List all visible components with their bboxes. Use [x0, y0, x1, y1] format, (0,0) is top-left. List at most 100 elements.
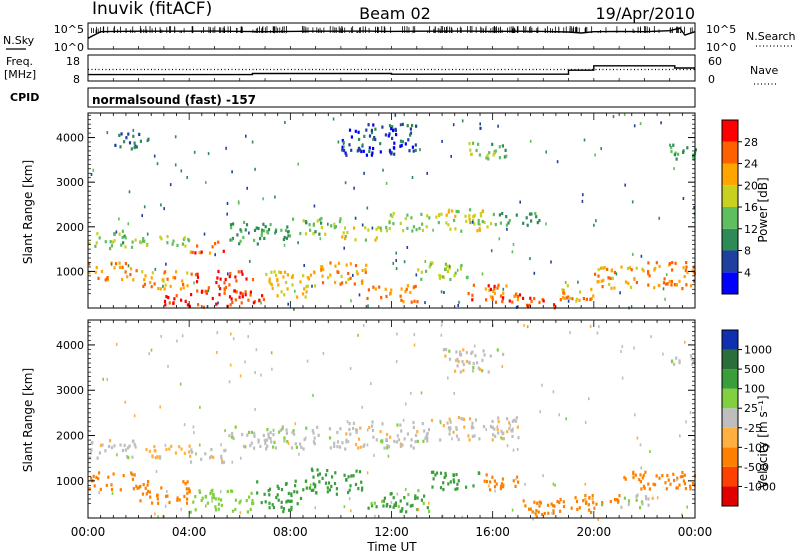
- data-cell: [312, 440, 315, 444]
- noise-cell: [512, 448, 515, 452]
- data-cell: [670, 279, 673, 284]
- noise-cell: [396, 332, 398, 336]
- data-cell: [487, 370, 490, 374]
- data-cell: [347, 475, 350, 479]
- data-cell: [574, 496, 577, 500]
- data-cell: [482, 349, 485, 353]
- data-cell: [399, 221, 402, 225]
- data-cell: [149, 280, 152, 285]
- data-cell: [454, 227, 457, 231]
- data-cell: [667, 478, 670, 482]
- data-cell: [129, 273, 132, 277]
- data-cell: [367, 228, 370, 232]
- noise-cell: [157, 515, 159, 519]
- data-cell: [522, 499, 525, 503]
- data-cell: [109, 439, 112, 443]
- data-cell: [118, 232, 121, 236]
- data-cell: [676, 476, 679, 480]
- data-cell: [459, 267, 462, 271]
- x-axis-label: Time UT: [366, 540, 417, 554]
- data-cell: [256, 242, 259, 246]
- data-cell: [528, 212, 532, 216]
- data-cell: [276, 484, 279, 488]
- data-cell: [204, 452, 207, 456]
- data-cell: [416, 300, 419, 304]
- noise-cell: [372, 138, 374, 141]
- data-cell: [689, 484, 692, 488]
- data-cell: [141, 270, 144, 274]
- noise-cell: [479, 126, 481, 130]
- data-cell: [212, 493, 215, 497]
- data-cell: [286, 440, 289, 444]
- noise-cell: [363, 171, 365, 175]
- noise-cell: [287, 442, 290, 445]
- data-cell: [550, 502, 553, 506]
- data-cell: [223, 291, 226, 295]
- noise-cell: [224, 429, 226, 433]
- data-cell: [327, 276, 330, 280]
- data-cell: [272, 506, 275, 510]
- data-cell: [89, 476, 93, 480]
- noise-cell: [297, 162, 299, 166]
- data-cell: [288, 234, 292, 238]
- nsky-tick-bottom: 10^0: [54, 41, 84, 54]
- data-cell: [93, 484, 96, 488]
- data-cell: [180, 447, 183, 451]
- data-cell: [484, 287, 487, 291]
- colorbar-tick-label: 28: [744, 136, 758, 149]
- data-cell: [403, 496, 406, 500]
- data-cell: [538, 219, 541, 223]
- data-cell: [121, 265, 124, 269]
- data-cell: [309, 228, 312, 232]
- data-cell: [304, 295, 307, 299]
- data-cell: [483, 220, 486, 224]
- data-cell: [642, 269, 645, 273]
- data-cell: [294, 479, 297, 483]
- data-cell: [341, 148, 344, 152]
- data-cell: [266, 444, 269, 448]
- data-cell: [528, 303, 531, 307]
- noise-cell: [322, 351, 325, 355]
- noise-cell: [497, 124, 499, 128]
- noise-cell: [220, 490, 222, 494]
- data-cell: [294, 484, 297, 488]
- data-cell: [190, 293, 193, 297]
- data-cell: [401, 507, 404, 511]
- data-cell: [603, 266, 606, 270]
- data-cell: [217, 284, 220, 288]
- data-cell: [517, 480, 520, 484]
- data-cell: [620, 505, 623, 509]
- data-cell: [179, 287, 182, 291]
- data-cell: [285, 500, 288, 504]
- data-cell: [343, 149, 346, 153]
- data-cell: [627, 502, 630, 506]
- data-cell: [189, 510, 192, 514]
- data-cell: [392, 146, 395, 150]
- data-cell: [276, 279, 279, 283]
- data-cell: [282, 510, 285, 514]
- data-cell: [460, 416, 463, 421]
- data-cell: [647, 270, 650, 274]
- noise-cell: [545, 222, 547, 226]
- data-cell: [446, 264, 449, 268]
- data-cell: [283, 439, 286, 443]
- data-cell: [396, 434, 399, 438]
- noise-cell: [164, 443, 167, 447]
- data-cell: [689, 354, 693, 358]
- power-colorbar-label: Power [dB]: [756, 177, 770, 242]
- noise-cell: [306, 359, 309, 363]
- noise-cell: [440, 290, 443, 294]
- data-cell: [246, 510, 249, 514]
- data-cell: [287, 491, 290, 495]
- data-cell: [280, 505, 283, 509]
- noise-cell: [533, 271, 536, 275]
- data-cell: [439, 486, 443, 490]
- data-cell: [654, 266, 657, 270]
- data-cell: [249, 290, 252, 294]
- data-cell: [594, 272, 597, 276]
- noise-cell: [226, 202, 229, 205]
- data-cell: [414, 440, 417, 444]
- noise-cell: [441, 139, 443, 143]
- data-cell: [320, 225, 323, 230]
- colorbar-tick-label: 500: [744, 363, 765, 376]
